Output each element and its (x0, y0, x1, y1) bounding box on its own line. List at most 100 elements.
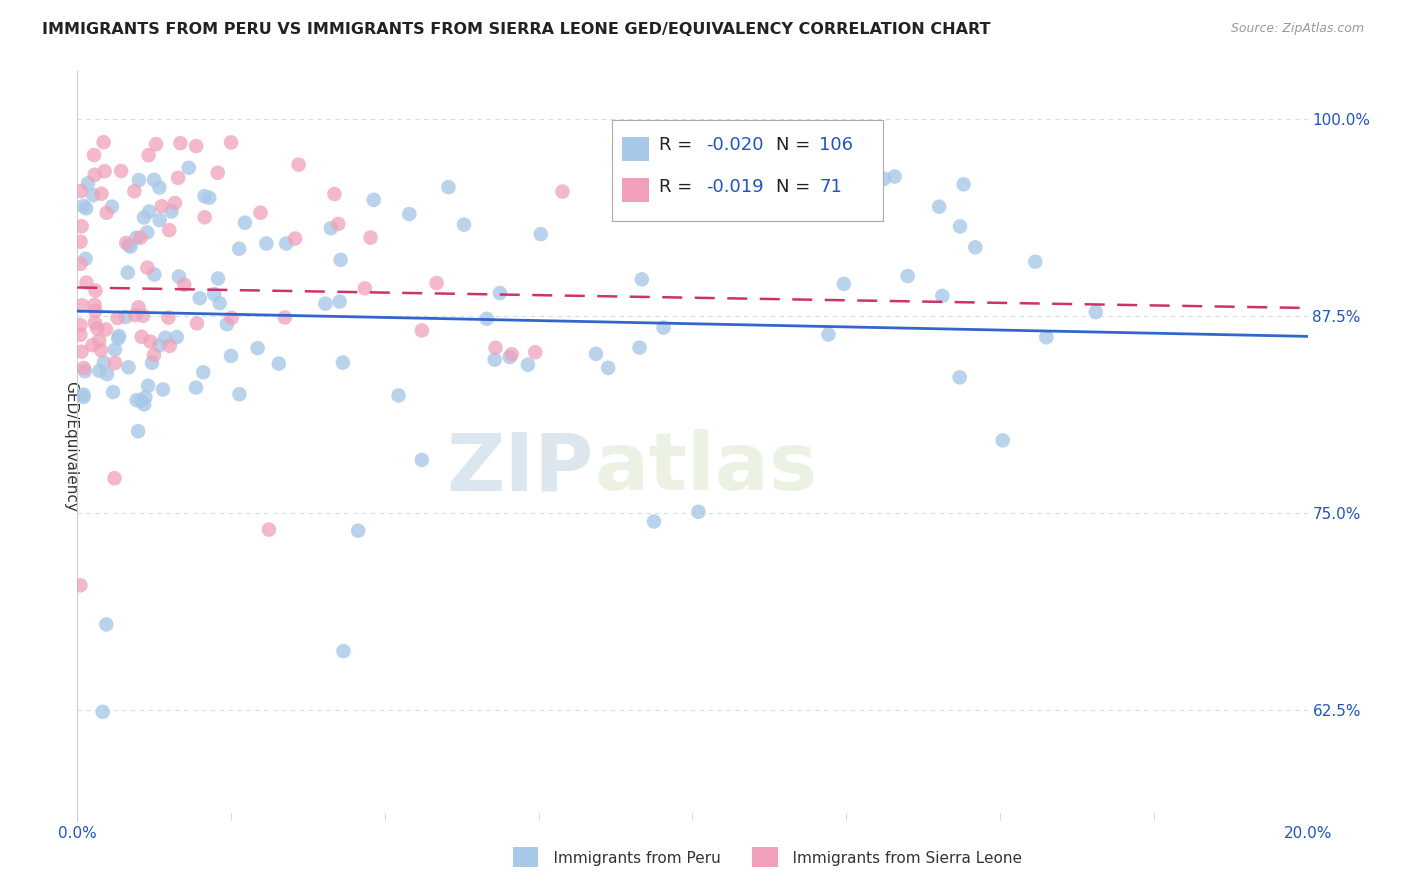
Point (69, 257, 91, 271)
Point (883, 169, 905, 184)
Point (484, 341, 506, 355)
Point (630, 272, 652, 286)
Point (83, 298, 105, 312)
Point (931, 289, 953, 303)
Point (82, 188, 104, 202)
Point (426, 276, 449, 290)
Point (69, 327, 91, 342)
Point (91, 705, 114, 719)
Text: N =: N = (776, 178, 815, 196)
Point (83, 168, 105, 182)
Point (117, 266, 139, 280)
Point (177, 161, 200, 175)
Point (86, 321, 108, 335)
Point (598, 360, 620, 375)
Point (228, 242, 250, 256)
Point (453, 218, 475, 232)
Point (84, 304, 107, 318)
Point (163, 196, 186, 211)
Point (72, 387, 94, 401)
Point (73, 364, 96, 378)
Point (160, 204, 183, 219)
Point (284, 231, 307, 245)
Point (148, 338, 170, 352)
Point (208, 296, 231, 310)
Point (274, 310, 297, 325)
Point (115, 235, 138, 250)
Point (131, 330, 153, 344)
Point (136, 260, 159, 275)
Point (70, 184, 93, 198)
Point (96, 206, 118, 220)
Y-axis label: GED/Equivalency: GED/Equivalency (63, 381, 79, 511)
Point (132, 309, 155, 323)
Point (73, 360, 96, 375)
Point (254, 236, 277, 251)
Point (108, 329, 131, 343)
Point (129, 393, 152, 408)
Point (501, 347, 523, 361)
Point (124, 308, 146, 322)
Point (267, 357, 290, 371)
Point (90, 186, 112, 201)
Point (145, 137, 167, 152)
Point (186, 139, 208, 153)
Point (143, 173, 166, 187)
Point (332, 356, 354, 370)
Point (643, 515, 665, 529)
Point (1035, 330, 1057, 344)
Point (157, 223, 180, 237)
Point (524, 345, 547, 359)
Point (360, 230, 382, 244)
Text: 106: 106 (820, 136, 853, 153)
Text: R =: R = (659, 178, 699, 196)
Point (101, 200, 124, 214)
Point (93, 164, 115, 178)
Point (150, 199, 173, 213)
Point (125, 393, 148, 408)
Point (499, 350, 522, 364)
Point (70, 344, 93, 359)
Point (93, 355, 115, 369)
Point (96, 367, 118, 381)
Point (219, 136, 242, 150)
Point (136, 378, 159, 392)
Point (965, 240, 987, 254)
Point (228, 387, 250, 401)
Point (328, 217, 350, 231)
Point (104, 343, 127, 357)
Point (107, 331, 129, 345)
Text: Immigrants from Peru: Immigrants from Peru (534, 851, 721, 865)
Point (141, 356, 163, 370)
Text: ZIP: ZIP (447, 429, 595, 508)
Point (139, 334, 162, 349)
Point (127, 301, 149, 315)
Point (148, 180, 170, 194)
Point (70, 298, 93, 312)
Point (585, 347, 607, 361)
Point (354, 281, 377, 295)
Point (363, 193, 385, 207)
Point (897, 268, 920, 283)
Point (149, 213, 172, 227)
Point (69, 578, 91, 592)
Point (152, 383, 174, 397)
Point (138, 148, 160, 162)
Point (90, 343, 112, 358)
Point (329, 252, 352, 267)
Point (207, 271, 229, 285)
Point (616, 178, 638, 193)
Point (69, 235, 91, 249)
Point (89, 364, 111, 378)
Point (188, 291, 211, 305)
Point (72, 199, 94, 213)
Point (489, 286, 512, 301)
Text: IMMIGRANTS FROM PERU VS IMMIGRANTS FROM SIERRA LEONE GED/EQUIVALENCY CORRELATION: IMMIGRANTS FROM PERU VS IMMIGRANTS FROM … (42, 22, 991, 37)
Point (347, 524, 370, 538)
Text: Source: ZipAtlas.com: Source: ZipAtlas.com (1230, 22, 1364, 36)
Point (198, 191, 221, 205)
Point (287, 158, 309, 172)
Point (319, 221, 342, 235)
Point (949, 370, 972, 384)
Point (688, 505, 710, 519)
